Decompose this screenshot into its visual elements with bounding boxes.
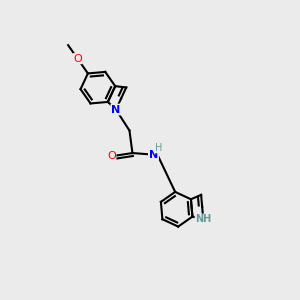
Text: H: H	[155, 143, 162, 153]
Text: O: O	[107, 151, 116, 161]
Text: N: N	[111, 104, 121, 115]
Text: NH: NH	[195, 214, 211, 224]
Text: O: O	[73, 54, 82, 64]
Text: N: N	[149, 149, 158, 160]
